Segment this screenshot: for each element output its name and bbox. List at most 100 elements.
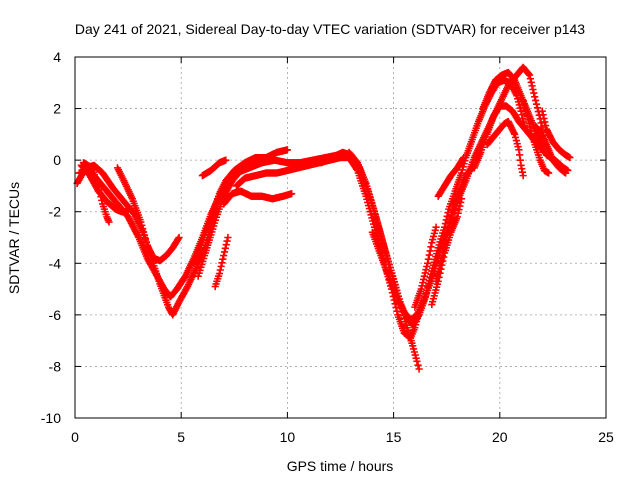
data-point: [532, 96, 540, 105]
y-tick-label: 2: [53, 101, 61, 117]
data-point: [562, 169, 570, 177]
data-point: [519, 172, 527, 180]
data-point: [223, 237, 231, 245]
x-axis-label: GPS time / hours: [287, 458, 394, 474]
data-point: [457, 198, 465, 207]
data-point: [138, 221, 146, 229]
data-point: [134, 232, 142, 240]
data-point: [423, 259, 432, 267]
data-point: [427, 243, 435, 251]
data-point: [401, 318, 410, 326]
data-point: [440, 253, 448, 261]
y-tick-label: -4: [49, 255, 62, 271]
data-point: [218, 259, 226, 267]
data-point: [139, 228, 148, 236]
data-point: [220, 251, 228, 260]
data-point: [137, 218, 145, 226]
data-point: [460, 153, 468, 162]
data-point: [222, 241, 230, 249]
data-point: [215, 270, 224, 278]
data-point: [566, 153, 574, 162]
data-point: [224, 233, 232, 242]
data-point: [222, 156, 230, 164]
data-point: [413, 357, 421, 365]
data-point: [527, 78, 535, 86]
data-point: [525, 71, 534, 79]
data-point: [283, 146, 291, 154]
data-point: [524, 116, 532, 124]
data-point: [141, 235, 149, 243]
data-point: [525, 70, 533, 78]
data-point: [454, 209, 462, 217]
data-point: [455, 206, 463, 214]
data-point: [216, 266, 224, 274]
y-tick-label: 0: [53, 152, 61, 168]
data-point: [105, 218, 113, 226]
data-point: [453, 213, 461, 221]
data-point: [526, 123, 534, 131]
data-points: [73, 63, 574, 373]
data-point: [529, 85, 537, 94]
data-point: [426, 247, 434, 255]
data-point: [456, 202, 464, 210]
data-point: [448, 207, 456, 215]
data-point: [140, 231, 149, 239]
x-tick-label: 10: [280, 429, 296, 445]
y-tick-label: 4: [53, 49, 61, 65]
data-point: [432, 223, 440, 231]
data-point: [528, 82, 536, 90]
data-point: [523, 112, 532, 120]
x-tick-label: 25: [598, 429, 614, 445]
plot-frame: [74, 56, 607, 419]
data-point: [221, 244, 229, 252]
data-point: [175, 233, 183, 242]
data-point: [531, 93, 539, 101]
data-point: [540, 114, 548, 122]
y-tick-label: -8: [49, 358, 62, 374]
data-point: [526, 75, 534, 83]
data-point: [539, 111, 547, 119]
data-point: [438, 261, 446, 269]
data-point: [537, 119, 545, 127]
data-point: [124, 208, 132, 216]
data-point: [288, 190, 296, 198]
data-point: [142, 238, 150, 246]
data-point: [139, 225, 147, 233]
data-point: [437, 265, 445, 273]
y-axis-label: SDTVAR / TECUs: [6, 182, 22, 294]
x-tick-label: 20: [492, 429, 508, 445]
data-point: [532, 100, 541, 108]
y-tick-label: -6: [49, 307, 62, 323]
data-point: [541, 118, 549, 126]
x-tick-label: 5: [177, 429, 185, 445]
data-point: [435, 273, 443, 281]
data-point: [538, 107, 546, 115]
data-point: [518, 111, 526, 119]
data-point: [530, 89, 538, 97]
data-point: [217, 262, 225, 270]
data-point: [219, 255, 227, 263]
y-tick-label: -2: [49, 204, 62, 220]
data-point: [545, 169, 553, 177]
axes: 0 5 10 15 20 25 -10 -8 -6 -4 -2 0 2 4: [41, 49, 614, 445]
data-point: [446, 215, 455, 223]
data-point: [542, 121, 550, 130]
data-point: [439, 257, 447, 265]
y-tick-label: -10: [41, 410, 61, 426]
data-point: [525, 119, 533, 128]
data-point: [414, 361, 422, 369]
data-point: [436, 269, 444, 277]
data-point: [533, 104, 542, 112]
data-point: [457, 195, 466, 203]
data-point: [415, 365, 423, 373]
x-tick-label: 15: [386, 429, 402, 445]
data-point: [447, 211, 455, 219]
data-point: [220, 248, 229, 256]
data-point: [434, 277, 442, 285]
data-point: [517, 107, 525, 115]
data-point: [527, 127, 535, 135]
data-point: [424, 255, 433, 263]
data-point: [425, 251, 433, 259]
